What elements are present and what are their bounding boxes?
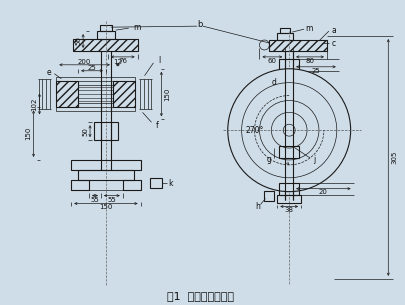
- Bar: [97, 31, 115, 39]
- Bar: [277, 195, 301, 203]
- Circle shape: [271, 112, 306, 148]
- Text: k: k: [168, 179, 172, 188]
- Bar: [94, 122, 117, 140]
- Bar: [100, 25, 111, 31]
- Text: 76: 76: [118, 58, 127, 64]
- Text: h: h: [254, 202, 259, 211]
- Text: 25: 25: [311, 68, 320, 74]
- Text: 200: 200: [78, 59, 91, 65]
- Bar: [78, 170, 133, 180]
- Bar: [56, 77, 134, 81]
- Text: b: b: [197, 20, 202, 29]
- Text: j: j: [312, 156, 314, 164]
- Bar: [279, 146, 298, 158]
- Bar: [71, 180, 89, 190]
- Text: 50: 50: [75, 37, 81, 45]
- Text: f: f: [156, 121, 158, 130]
- Text: 20: 20: [318, 188, 327, 195]
- Bar: [113, 81, 134, 107]
- Bar: [264, 191, 274, 201]
- Bar: [56, 81, 78, 107]
- Text: 270°: 270°: [245, 126, 263, 135]
- Text: d: d: [271, 78, 276, 87]
- Text: m: m: [305, 24, 312, 33]
- Bar: [78, 84, 113, 103]
- Text: 305: 305: [390, 151, 396, 164]
- Bar: [279, 28, 290, 33]
- Text: c: c: [331, 38, 335, 48]
- Bar: [71, 160, 140, 170]
- Bar: [122, 180, 140, 190]
- Text: 150: 150: [26, 127, 32, 140]
- Bar: [279, 59, 298, 71]
- Text: 12: 12: [113, 59, 122, 65]
- Text: 50: 50: [82, 127, 88, 136]
- Bar: [269, 40, 326, 51]
- Text: 38: 38: [284, 207, 293, 213]
- Bar: [279, 183, 298, 195]
- Bar: [56, 107, 134, 111]
- Text: 102: 102: [32, 97, 37, 111]
- Text: 150: 150: [164, 87, 170, 101]
- Text: m: m: [132, 23, 140, 32]
- Bar: [277, 33, 292, 40]
- Text: e: e: [47, 68, 51, 77]
- Text: 80: 80: [305, 58, 314, 64]
- Bar: [150, 178, 162, 188]
- Text: g: g: [266, 156, 271, 164]
- Text: 55: 55: [90, 196, 99, 203]
- Circle shape: [227, 69, 350, 192]
- Text: a: a: [330, 26, 335, 35]
- Text: l: l: [158, 56, 160, 65]
- Text: 60: 60: [267, 58, 276, 64]
- Text: 150: 150: [99, 204, 112, 210]
- Bar: [73, 39, 137, 51]
- Text: 25: 25: [87, 65, 96, 71]
- Text: 55: 55: [107, 196, 116, 203]
- Text: 图1  耐冲击试验装置: 图1 耐冲击试验装置: [166, 291, 233, 301]
